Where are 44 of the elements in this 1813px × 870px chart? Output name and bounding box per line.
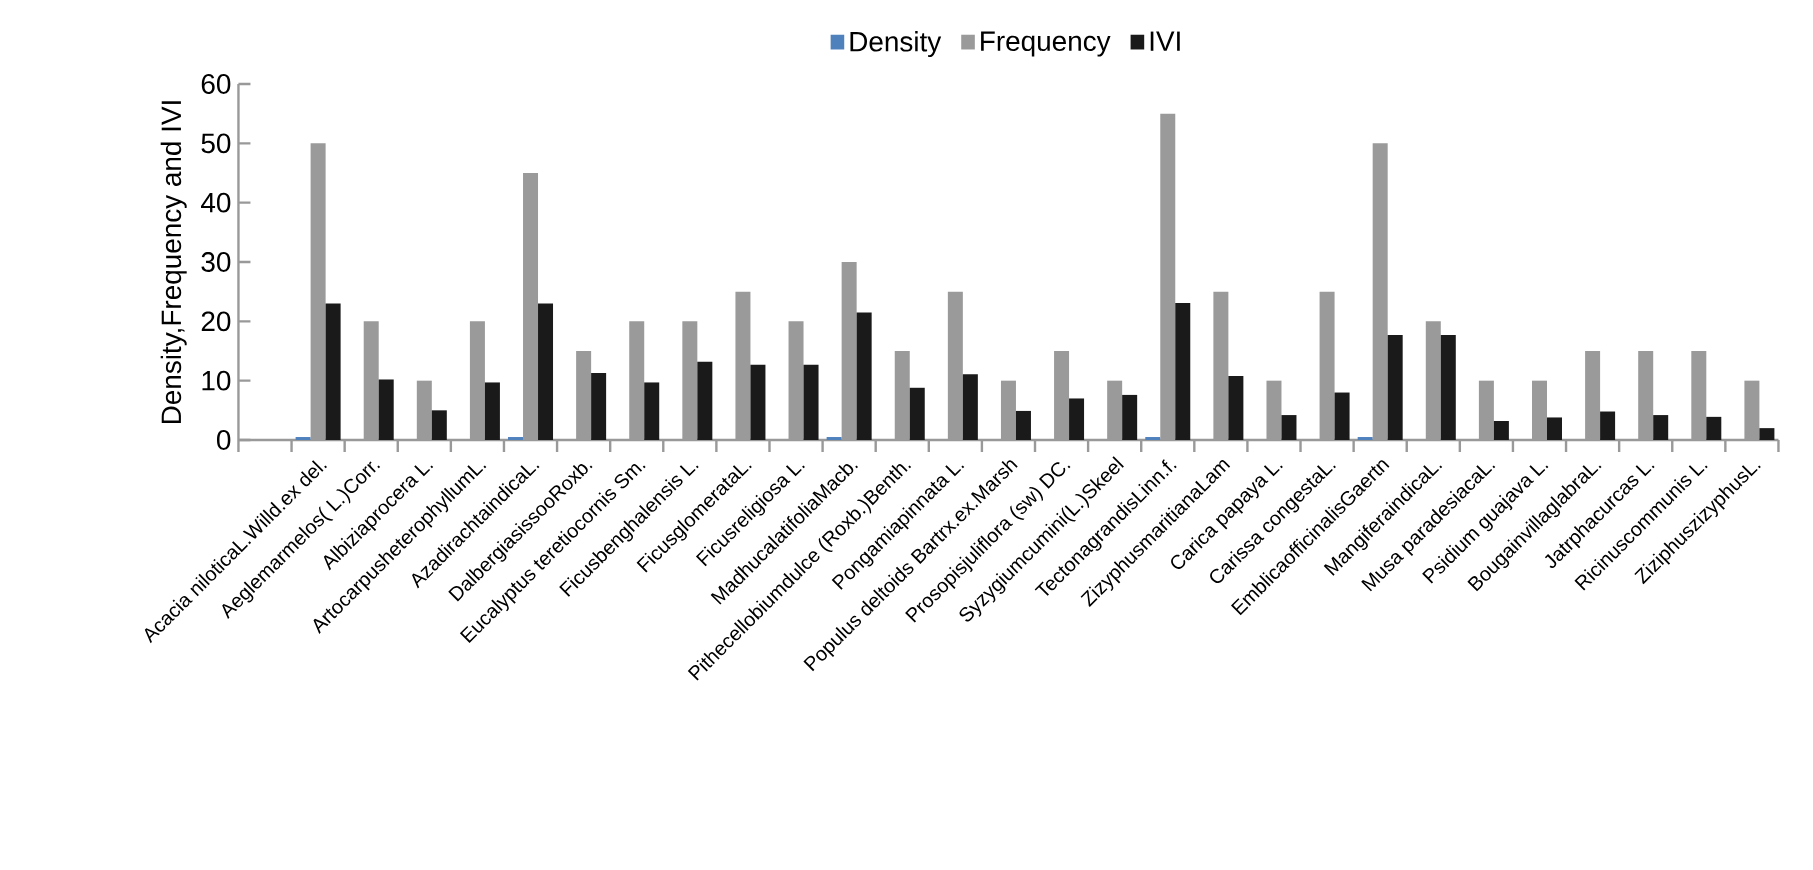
bar (295, 437, 311, 440)
bar (1145, 437, 1161, 440)
bar (1334, 392, 1350, 440)
bar (1706, 416, 1722, 440)
legend-label: IVI (1150, 31, 1180, 51)
y-tick-label: 50 (201, 133, 231, 154)
legend-label: Density (850, 31, 942, 58)
bar (856, 312, 872, 440)
bar (1069, 398, 1085, 440)
bar (1653, 415, 1669, 440)
bar (378, 379, 394, 440)
y-tick-label: 0 (216, 430, 231, 450)
bar (431, 410, 447, 440)
y-axis-title: Density,Frequency and IVI (160, 101, 187, 424)
bar (538, 303, 554, 440)
bar (1281, 415, 1297, 440)
bar (826, 437, 842, 440)
bar (1440, 334, 1456, 440)
y-tick-label: 40 (201, 192, 231, 213)
y-tick-label: 30 (201, 252, 231, 272)
bar (1600, 411, 1616, 440)
bar (1175, 302, 1191, 440)
y-tick-label: 10 (202, 370, 231, 391)
bar (697, 361, 713, 440)
bar (1387, 334, 1403, 440)
bar (1122, 394, 1138, 440)
bar (591, 372, 607, 440)
bar (508, 437, 524, 440)
bar (750, 364, 766, 440)
bar (484, 382, 500, 440)
y-tick-label: 20 (201, 311, 231, 332)
bar (1493, 421, 1509, 440)
bar (962, 374, 978, 440)
y-tick-label: 60 (201, 74, 231, 94)
bar (325, 303, 341, 440)
bar (1546, 417, 1562, 440)
bar (1759, 428, 1775, 440)
bar (803, 364, 819, 440)
legend-label: Frequency (981, 31, 1111, 57)
bar (644, 382, 660, 440)
bar (1015, 410, 1031, 440)
bar (909, 387, 925, 440)
bar (1228, 375, 1244, 440)
bar (1357, 437, 1373, 440)
